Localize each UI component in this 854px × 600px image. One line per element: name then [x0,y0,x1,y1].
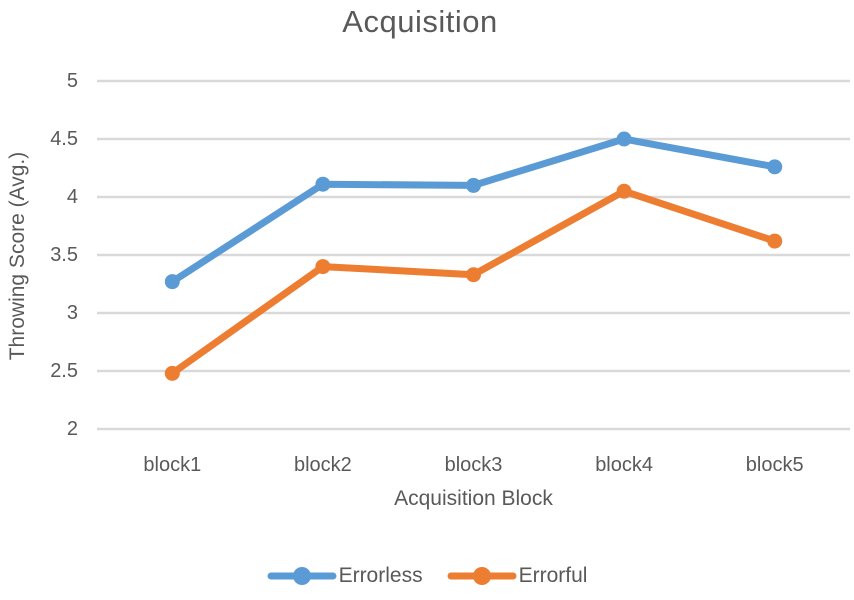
series-line-errorful [168,187,779,377]
chart-title: Acquisition [342,4,498,39]
legend-item-errorful: Errorful [447,562,588,590]
y-tick-label: 4 [66,186,78,208]
series-marker-errorful [315,259,331,275]
y-tick-label: 2.5 [50,360,78,382]
y-axis-title: Throwing Score (Avg.) [6,151,29,361]
legend-label: Errorful [518,564,588,587]
legend-label: Errorless [338,564,423,587]
legend: Errorless Errorful [0,562,854,590]
x-tick-label: block2 [293,454,352,476]
x-tick-label: block3 [444,454,503,476]
series-marker-errorful [466,267,481,283]
series-marker-errorless [315,176,331,192]
series-marker-errorful [767,233,783,249]
x-axis-title: Acquisition Block [394,487,553,510]
legend-marker-icon [447,567,517,585]
series-marker-errorless [466,177,481,193]
series-marker-errorless [164,274,180,290]
y-tick-label: 3 [66,302,78,324]
series-marker-errorless [767,159,783,175]
y-tick-label: 2 [66,418,78,440]
series-marker-errorful [616,183,632,199]
y-tick-label: 5 [66,70,78,92]
legend-marker-icon [267,567,337,585]
y-tick-label: 4.5 [50,128,78,150]
series-marker-errorful [164,365,180,381]
x-tick-label: block1 [143,454,202,476]
legend-item-errorless: Errorless [267,562,423,590]
x-tick-label: block5 [745,454,804,476]
y-tick-label: 3.5 [50,244,78,266]
x-tick-label: block4 [595,454,653,476]
series-marker-errorless [616,131,632,147]
